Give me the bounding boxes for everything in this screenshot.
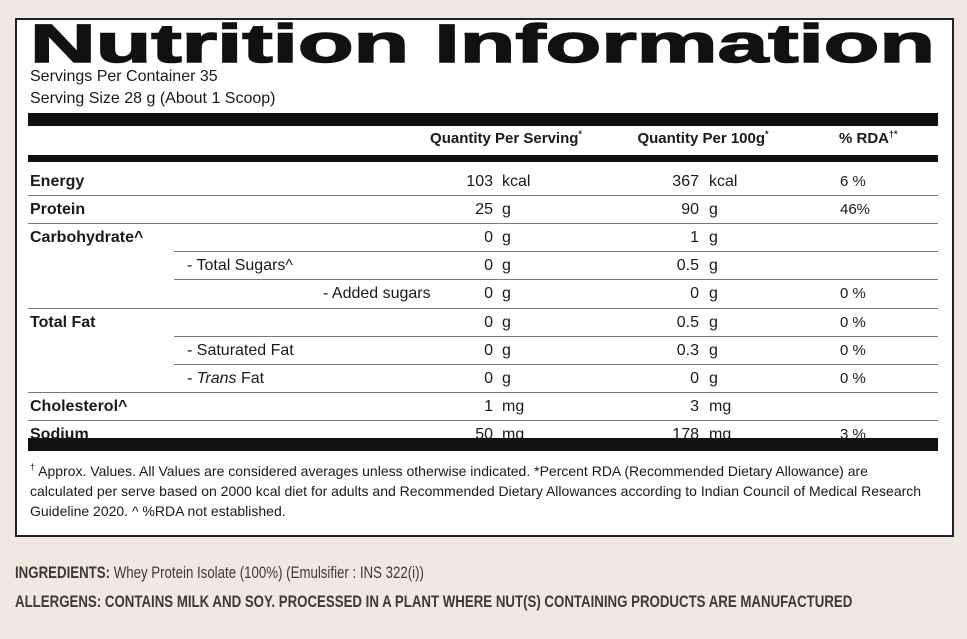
allergens-text: CONTAINS MILK AND SOY. PROCESSED IN A PL… (101, 592, 853, 611)
ingredients: INGREDIENTS: Whey Protein Isolate (100%)… (15, 563, 424, 583)
row-label-italic: Trans (196, 369, 237, 387)
serving-size: Serving Size 28 g (About 1 Scoop) (30, 90, 276, 107)
rda: 46% (840, 201, 871, 219)
row-rule (174, 279, 938, 281)
per-100g: 0 (690, 369, 699, 387)
serving-unit: g (502, 313, 511, 331)
unit-100g: g (709, 285, 718, 303)
row-rule (28, 307, 938, 309)
per-serving: 25 (475, 201, 493, 219)
per-100g: 367 (672, 173, 699, 190)
row-label: Sodium (30, 425, 89, 443)
row-label: Energy (30, 173, 85, 190)
per-serving: 1 (484, 397, 493, 415)
thick-bar (28, 113, 938, 126)
allergens-label: ALLERGENS: (15, 592, 102, 611)
unit-100g: g (709, 201, 718, 219)
per-serving: 0 (484, 313, 493, 331)
row-label: Cholesterol^ (30, 397, 128, 415)
per-serving: 103 (466, 173, 493, 190)
unit-100g: g (709, 313, 718, 331)
per-100g: 0.3 (676, 341, 699, 359)
serving-unit: g (502, 201, 511, 219)
row-rule (174, 335, 938, 337)
serving-unit: mg (502, 397, 525, 415)
serving-unit: g (502, 229, 511, 247)
row-label-part: Fat (236, 369, 265, 387)
unit-100g: mg (709, 397, 732, 415)
rda: 0 % (840, 369, 866, 387)
header-text: % RDA (839, 130, 890, 147)
row-label: Carbohydrate^ (30, 229, 144, 247)
per-100g: 0.5 (676, 257, 699, 275)
rda: 0 % (840, 341, 866, 359)
column-header: % RDA†* (839, 129, 929, 148)
header-mark: * (765, 129, 769, 139)
ingredients-text: Whey Protein Isolate (100%) (Emulsifier … (110, 563, 424, 582)
row-rule (174, 251, 938, 253)
column-header: Quantity Per Serving* (417, 129, 595, 148)
unit-100g: g (709, 341, 718, 359)
per-serving: 0 (484, 285, 493, 303)
per-100g: 0 (690, 285, 699, 303)
row-label: - Added sugars (323, 285, 431, 303)
serving-unit: g (502, 257, 511, 275)
per-serving: 50 (475, 425, 493, 443)
per-100g: 178 (672, 425, 699, 443)
row-label: - Saturated Fat (187, 341, 294, 359)
row-rule (28, 419, 938, 421)
header-text: Quantity Per 100g (637, 130, 766, 147)
row-label: Total Fat (30, 313, 96, 331)
per-100g: 3 (690, 397, 699, 415)
per-serving: 0 (484, 257, 493, 275)
unit-100g: g (709, 257, 718, 275)
serving-unit: g (502, 285, 511, 303)
row-rule (28, 223, 938, 225)
rda: 3 % (840, 425, 866, 443)
row-label: - Trans Fat (187, 370, 264, 388)
per-serving: 0 (484, 341, 493, 359)
header-mark: †* (889, 129, 898, 139)
per-serving: 0 (484, 229, 493, 247)
row-rule (174, 363, 938, 365)
header-text: Quantity Per Serving (430, 130, 579, 147)
column-header: Quantity Per 100g* (617, 129, 789, 148)
ingredients-label: INGREDIENTS: (15, 563, 111, 582)
serving-unit: g (502, 369, 511, 387)
per-100g: 0.5 (676, 313, 699, 331)
row-rule (28, 391, 938, 393)
rda: 6 % (840, 173, 866, 190)
unit-100g: kcal (709, 173, 738, 190)
row-label: Protein (30, 201, 86, 219)
footnote-mark: † (30, 462, 36, 472)
per-serving: 0 (484, 369, 493, 387)
row-rule (28, 195, 938, 197)
title-svg: Nutrition Information (29, 20, 936, 75)
row-label: - Total Sugars^ (187, 257, 293, 275)
serving-unit: kcal (502, 173, 531, 190)
footnote: † Approx. Values. All Values are conside… (30, 461, 930, 521)
row-label-part: - (187, 369, 197, 387)
thick-bar (28, 438, 938, 451)
unit-100g: g (709, 229, 718, 247)
thick-bar (28, 155, 938, 162)
serving-unit: g (502, 341, 511, 359)
unit-100g: g (709, 369, 718, 387)
title: Nutrition Information (30, 20, 935, 74)
nutrition-panel: Nutrition Information Servings Per Conta… (15, 18, 954, 537)
unit-100g: mg (709, 425, 732, 443)
footnote-text: Approx. Values. All Values are considere… (30, 463, 922, 519)
servings: Servings Per Container 35 (30, 68, 218, 85)
allergens: ALLERGENS: CONTAINS MILK AND SOY. PROCES… (15, 592, 852, 612)
serving-unit: mg (502, 425, 525, 443)
per-100g: 90 (681, 201, 699, 219)
rda: 0 % (840, 313, 866, 331)
per-100g: 1 (690, 229, 699, 247)
rda: 0 % (840, 285, 866, 303)
header-mark: * (578, 129, 582, 139)
